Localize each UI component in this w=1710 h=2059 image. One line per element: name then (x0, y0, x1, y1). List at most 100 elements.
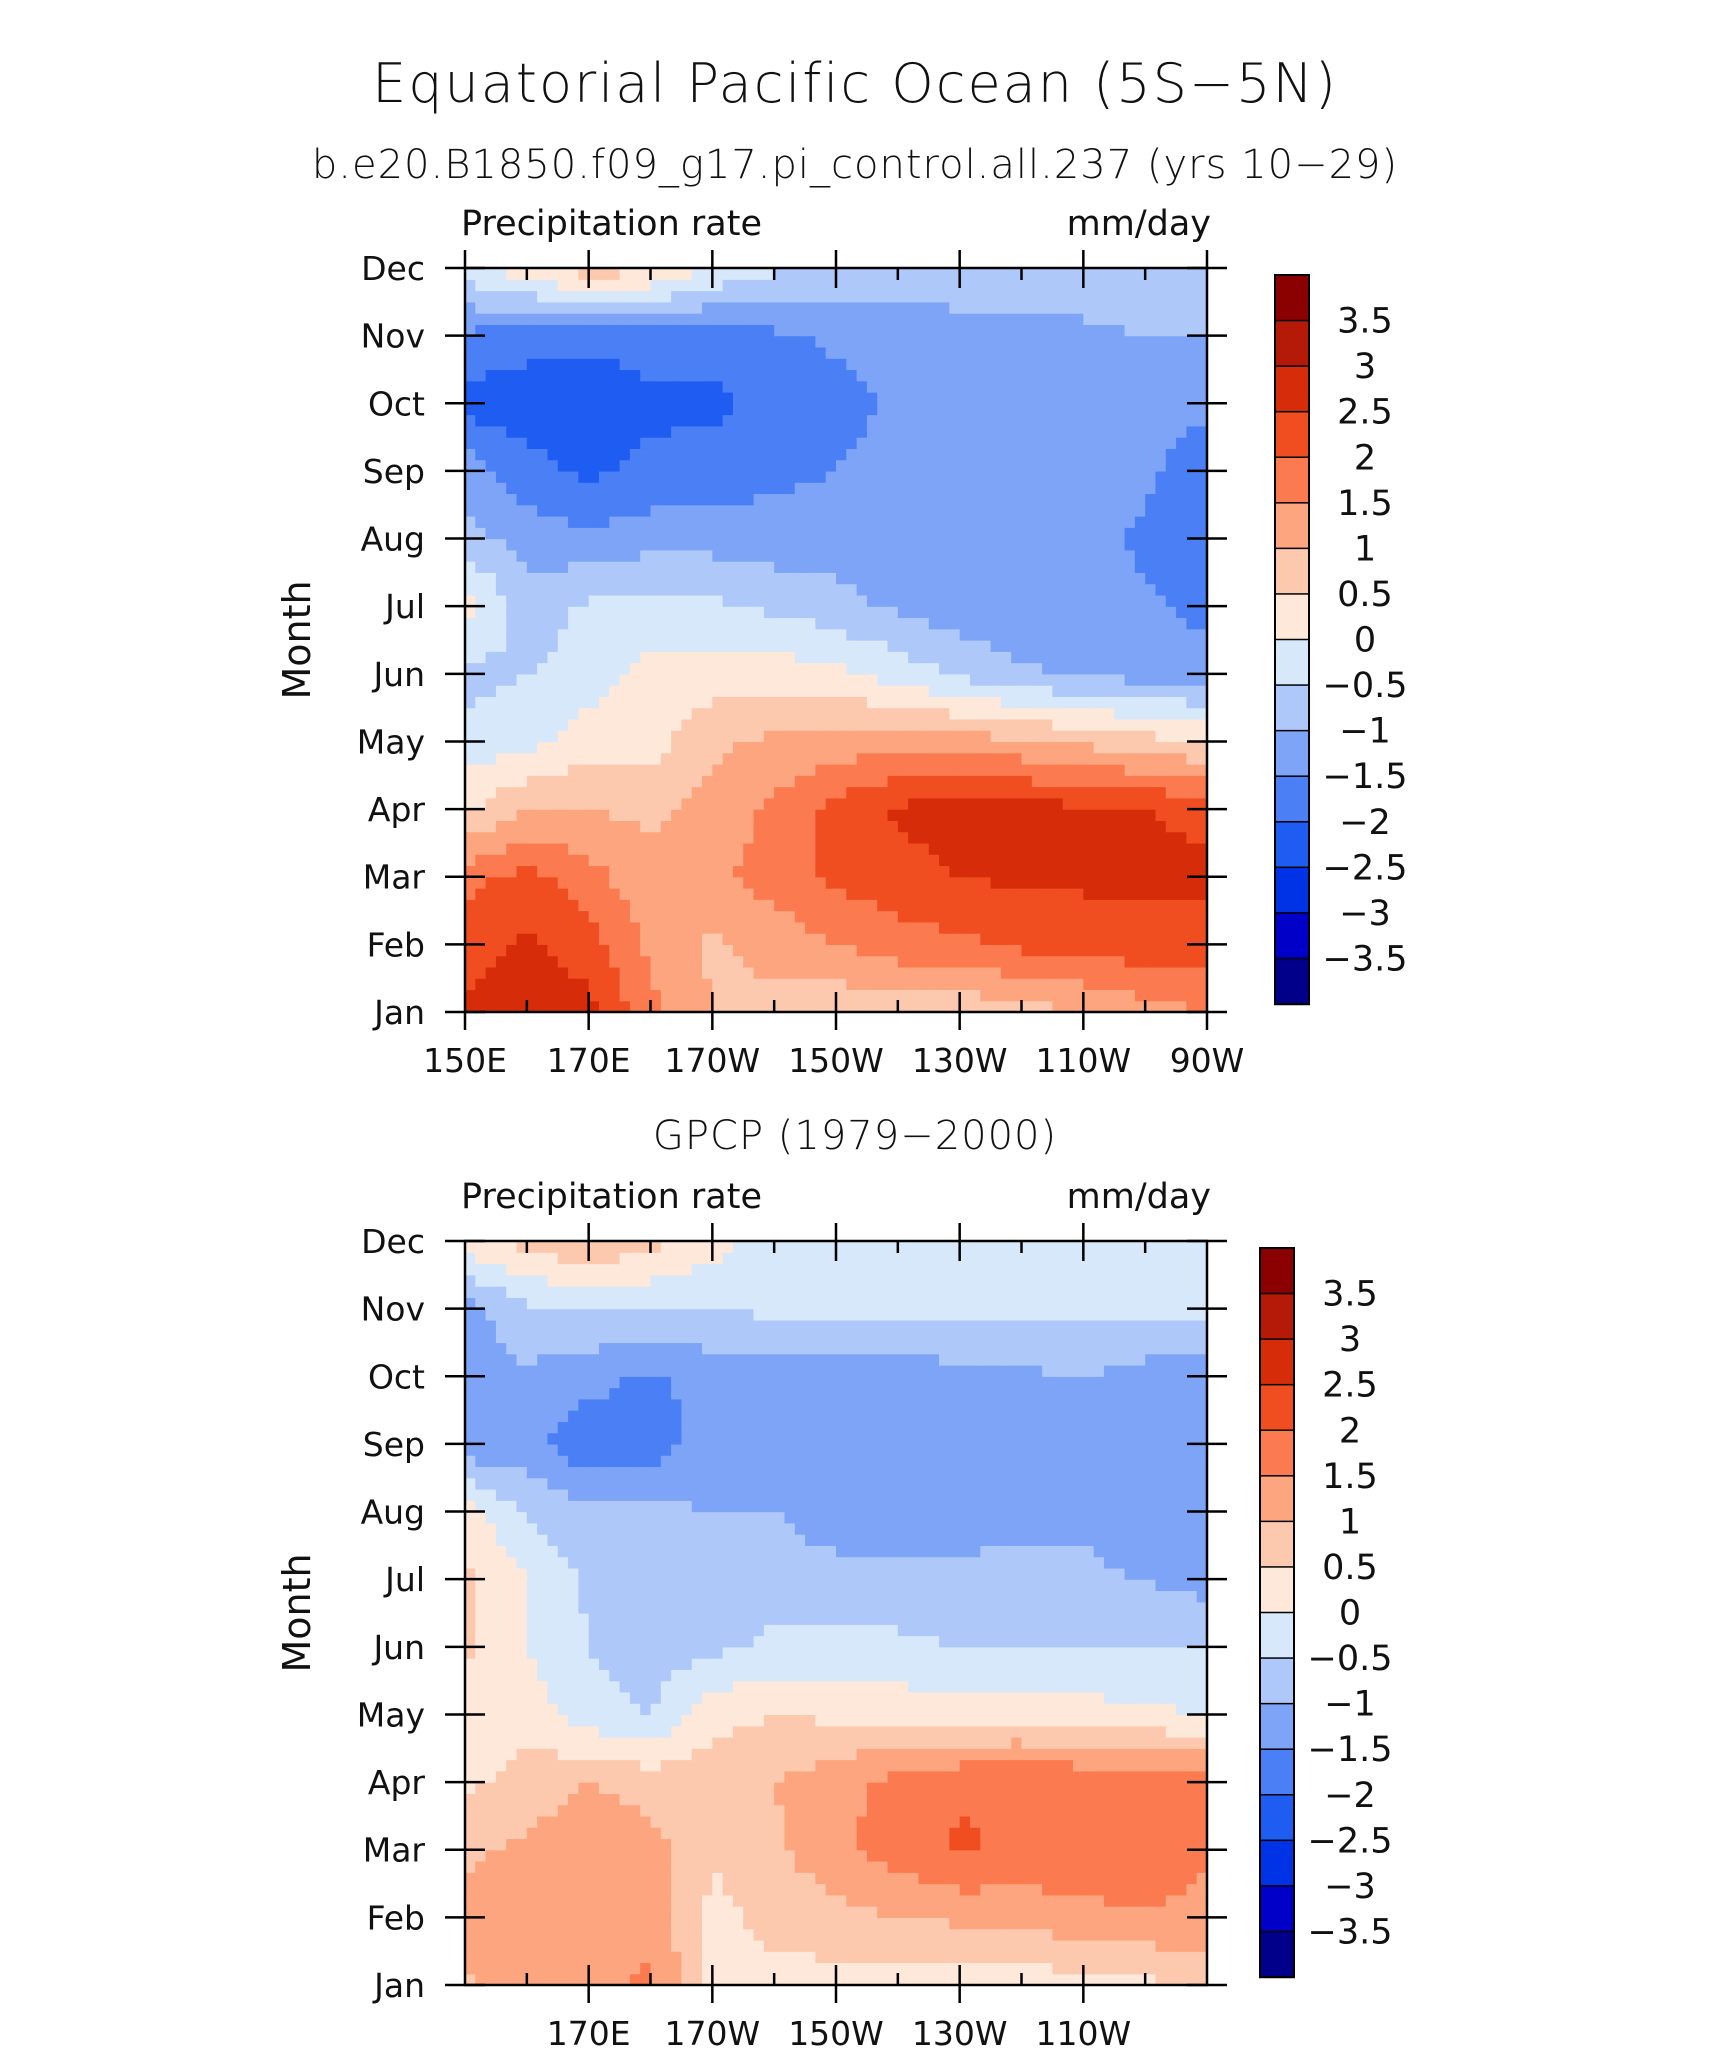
heatmap-cell (619, 414, 631, 427)
heatmap-cell (619, 572, 631, 585)
heatmap-cell (774, 786, 786, 799)
heatmap-cell (619, 831, 631, 844)
heatmap-cell (537, 640, 549, 652)
heatmap-cell (578, 606, 590, 619)
heatmap-cell (1114, 831, 1126, 844)
heatmap-cell (598, 358, 610, 371)
heatmap-cell (1000, 933, 1012, 945)
heatmap-cell (1052, 358, 1064, 371)
heatmap-cell (516, 324, 528, 337)
heatmap-cell (547, 335, 559, 348)
heatmap-cell (1000, 775, 1012, 788)
heatmap-cell (547, 414, 559, 427)
heatmap-cell (547, 527, 559, 540)
heatmap-cell (763, 301, 775, 314)
heatmap-cell (928, 775, 940, 788)
heatmap-cell (990, 820, 1002, 833)
heatmap-cell (856, 764, 868, 776)
heatmap-cell (1155, 775, 1167, 788)
heatmap-cell (1176, 752, 1187, 765)
heatmap-cell (1124, 493, 1136, 506)
heatmap-cell (949, 516, 961, 528)
heatmap-cell (640, 933, 652, 945)
heatmap-cell (465, 910, 476, 923)
heatmap-cell (877, 786, 889, 799)
heatmap-cell (877, 583, 889, 596)
heatmap-cell (671, 876, 683, 889)
heatmap-cell (578, 865, 590, 878)
heatmap-cell (1196, 752, 1207, 765)
heatmap-cell (1145, 380, 1157, 393)
heatmap-cell (1083, 583, 1095, 596)
heatmap-cell (732, 290, 744, 303)
heatmap-cell (815, 425, 827, 438)
heatmap-cell (485, 865, 497, 878)
heatmap-cell (681, 425, 693, 438)
heatmap-cell (1114, 572, 1126, 585)
heatmap-cell (485, 955, 497, 968)
heatmap-cell (794, 583, 806, 596)
heatmap-cell (1083, 594, 1095, 607)
heatmap-cell (1083, 752, 1095, 765)
heatmap-cell (959, 628, 971, 641)
heatmap-cell (537, 673, 549, 686)
heatmap-cell (465, 696, 476, 709)
heatmap-cell (1031, 786, 1043, 799)
heatmap-cell (526, 538, 538, 551)
heatmap-cell (1114, 797, 1126, 810)
heatmap-cell (949, 594, 961, 607)
heatmap-cell (774, 899, 786, 912)
heatmap-cell (980, 279, 992, 292)
heatmap-cell (537, 403, 549, 416)
heatmap-cell (1031, 617, 1043, 630)
heatmap-cell (1083, 335, 1095, 348)
heatmap-cell (794, 313, 806, 325)
heatmap-cell (640, 888, 652, 900)
heatmap-cell (681, 482, 693, 495)
heatmap-cell (1021, 301, 1033, 314)
heatmap-cell (578, 459, 590, 472)
heatmap-cell (743, 346, 755, 359)
colorbar-box (1274, 456, 1310, 505)
heatmap-cell (949, 786, 961, 799)
heatmap-cell (763, 752, 775, 765)
heatmap-cell (887, 583, 899, 596)
heatmap-cell (557, 516, 569, 528)
heatmap-cell (908, 842, 920, 855)
heatmap-cell (660, 944, 672, 957)
heatmap-cell (1145, 707, 1157, 720)
heatmap-cell (928, 572, 940, 585)
heatmap-cell (990, 786, 1002, 799)
heatmap-cell (908, 470, 920, 483)
heatmap-cell (990, 673, 1002, 686)
heatmap-cell (774, 313, 786, 325)
heatmap-cell (1165, 346, 1177, 359)
heatmap-cell (1114, 527, 1126, 540)
heatmap-cell (578, 718, 590, 731)
heatmap-cell (1031, 888, 1043, 900)
heatmap-cell (681, 775, 693, 788)
heatmap-cell (939, 346, 950, 359)
heatmap-cell (939, 470, 950, 483)
heatmap-cell (671, 989, 683, 1002)
heatmap-cell (1155, 786, 1167, 799)
heatmap-cell (1114, 989, 1126, 1002)
heatmap-cell (939, 358, 950, 371)
heatmap-cell (1083, 989, 1095, 1002)
heatmap-cell (1021, 1000, 1033, 1012)
heatmap-cell (743, 764, 755, 776)
heatmap-cell (784, 651, 796, 664)
heatmap-cell (1155, 606, 1167, 619)
heatmap-cell (980, 910, 992, 923)
heatmap-cell (866, 775, 878, 788)
heatmap-cell (1103, 628, 1115, 641)
heatmap-cell (794, 775, 806, 788)
heatmap-cell (897, 718, 909, 731)
heatmap-cell (691, 572, 703, 585)
heatmap-cell (702, 764, 713, 776)
heatmap-cell (475, 696, 487, 709)
heatmap-cell (1031, 324, 1043, 337)
heatmap-cell (526, 313, 538, 325)
heatmap-cell (671, 414, 683, 427)
heatmap-cell (660, 549, 672, 562)
